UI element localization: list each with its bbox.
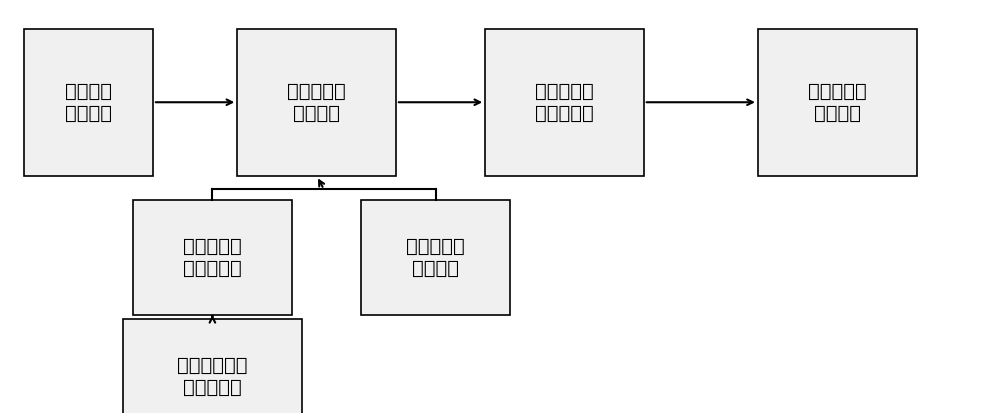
Text: 计算传感器
组失效概率: 计算传感器 组失效概率: [183, 237, 242, 278]
Text: 计算基本传感
器失效概率: 计算基本传感 器失效概率: [177, 356, 248, 397]
Text: 计算执行器
失效概率: 计算执行器 失效概率: [406, 237, 465, 278]
Bar: [361, 200, 510, 315]
Text: 计算子系统
层失效概率: 计算子系统 层失效概率: [535, 82, 594, 123]
Bar: [123, 319, 302, 417]
Bar: [24, 29, 153, 176]
Bar: [133, 200, 292, 315]
Text: 计算系统层
失效概率: 计算系统层 失效概率: [808, 82, 867, 123]
Text: 计算部件层
失效概率: 计算部件层 失效概率: [287, 82, 346, 123]
Bar: [758, 29, 917, 176]
Bar: [237, 29, 396, 176]
Text: 计算外部
电磁应力: 计算外部 电磁应力: [65, 82, 112, 123]
Bar: [485, 29, 644, 176]
